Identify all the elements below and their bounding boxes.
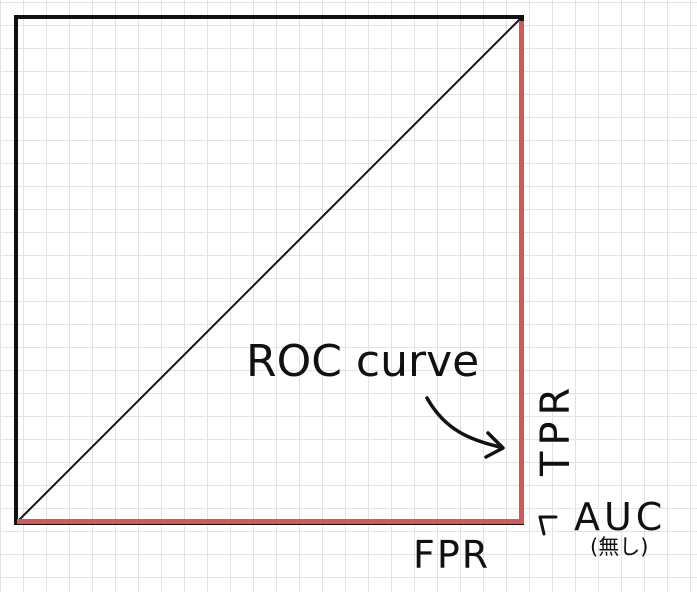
- roc-curve-label: ROC curve: [246, 336, 479, 387]
- roc-curve: [17, 21, 524, 524]
- diagonal-line: [16, 17, 522, 523]
- fpr-label: FPR: [413, 533, 490, 577]
- annotation-arrowhead: [484, 431, 505, 459]
- annotation-arrow: [425, 396, 502, 449]
- auc-arrow: [538, 515, 558, 536]
- tpr-label: TPR: [533, 382, 579, 477]
- auc-label: AUC: [574, 495, 666, 539]
- auc-note: (無し): [590, 535, 648, 559]
